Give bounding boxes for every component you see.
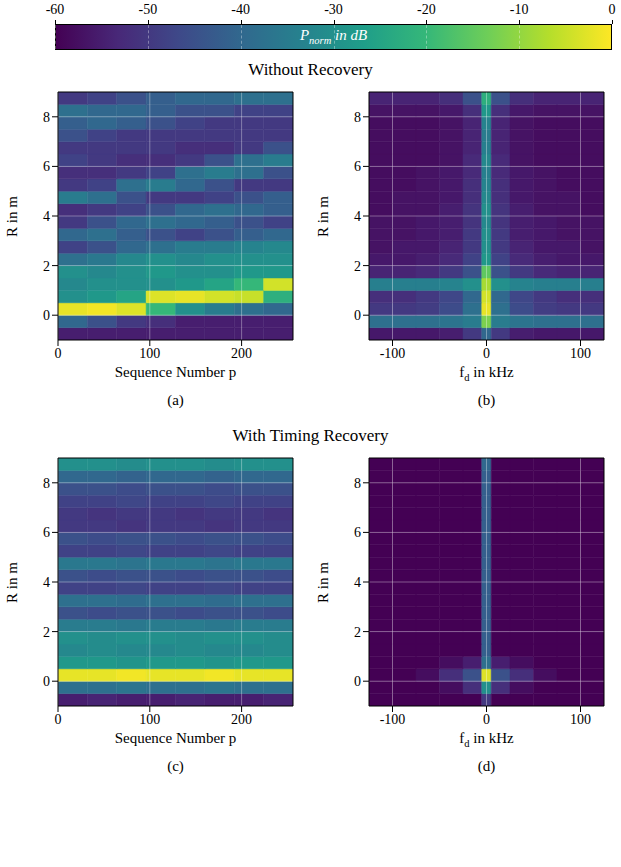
svg-text:100: 100 <box>570 346 591 361</box>
html-text:R in m: R in m <box>3 195 20 237</box>
html-text:R in m: R in m <box>3 561 20 603</box>
svg-text:2: 2 <box>354 259 361 274</box>
svg-text:100: 100 <box>570 712 591 727</box>
svg-text:6: 6 <box>43 525 50 540</box>
svg-text:8: 8 <box>354 110 361 125</box>
svg-text:-100: -100 <box>380 346 406 361</box>
svg-text:0: 0 <box>55 346 62 361</box>
svg-text:0: 0 <box>354 674 361 689</box>
svg-text:0: 0 <box>483 712 490 727</box>
html-text:-40: -40 <box>231 2 250 17</box>
html-text:-10: -10 <box>509 2 529 17</box>
svg-text:2: 2 <box>43 625 50 640</box>
svg-text:-100: -100 <box>380 712 406 727</box>
html-text:Pnormin dB: Pnormin dB <box>299 27 368 46</box>
html-text:fdin kHz: fdin kHz <box>459 730 514 749</box>
svg-text:0: 0 <box>483 346 490 361</box>
html-text:-50: -50 <box>138 2 158 17</box>
svg-text:4: 4 <box>354 209 361 224</box>
svg-text:0: 0 <box>43 308 50 323</box>
svg-text:2: 2 <box>354 625 361 640</box>
svg-text:200: 200 <box>231 712 252 727</box>
svg-text:4: 4 <box>43 575 50 590</box>
html-text:R in m: R in m <box>314 561 331 603</box>
svg-text:200: 200 <box>231 346 252 361</box>
svg-text:0: 0 <box>354 308 361 323</box>
svg-text:100: 100 <box>139 346 160 361</box>
svg-text:8: 8 <box>354 476 361 491</box>
html-text:(b): (b) <box>477 392 496 408</box>
html-text:-30: -30 <box>324 2 343 17</box>
html-text:(d): (d) <box>477 758 496 774</box>
html-text:Sequence Number p: Sequence Number p <box>114 364 237 380</box>
html-text:(c): (c) <box>167 758 184 774</box>
html-text:fdin kHz: fdin kHz <box>459 364 514 383</box>
svg-text:6: 6 <box>354 159 361 174</box>
svg-text:6: 6 <box>354 525 361 540</box>
svg-text:4: 4 <box>43 209 50 224</box>
svg-text:0: 0 <box>55 712 62 727</box>
html-text:-60: -60 <box>45 2 65 17</box>
html-text:Without Recovery: Without Recovery <box>248 60 373 79</box>
svg-text:4: 4 <box>354 575 361 590</box>
svg-text:6: 6 <box>43 159 50 174</box>
html-text:0: 0 <box>608 2 616 17</box>
svg-text:8: 8 <box>43 476 50 491</box>
svg-text:8: 8 <box>43 110 50 125</box>
html-text:With Timing Recovery: With Timing Recovery <box>232 426 389 445</box>
html-text:(a): (a) <box>167 392 184 408</box>
html-text:R in m: R in m <box>314 195 331 237</box>
svg-text:100: 100 <box>139 712 160 727</box>
svg-text:2: 2 <box>43 259 50 274</box>
svg-text:0: 0 <box>43 674 50 689</box>
html-text:Sequence Number p: Sequence Number p <box>114 730 237 746</box>
html-text:-20: -20 <box>417 2 436 17</box>
